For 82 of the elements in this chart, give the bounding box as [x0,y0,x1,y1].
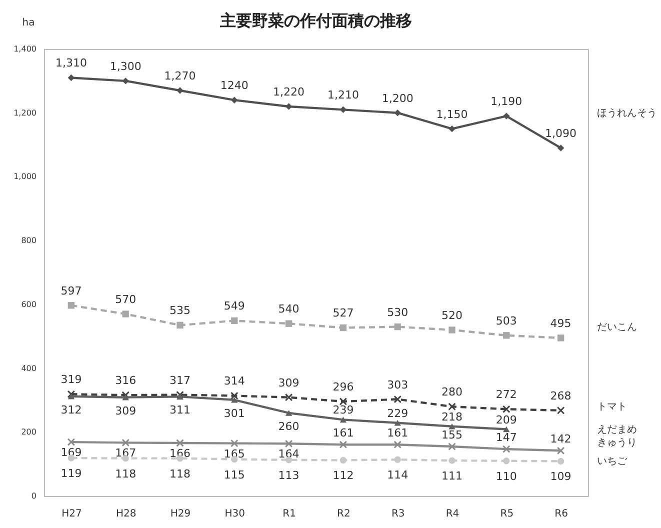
data-label: 1,200 [382,92,414,105]
data-label: 319 [60,373,82,386]
data-label: 209 [496,413,517,426]
x-tick-label: R3 [391,508,405,520]
y-tick-label: 1,400 [14,44,36,54]
data-label: 296 [332,380,354,394]
data-label: 540 [278,302,300,316]
data-label: 503 [496,314,517,328]
data-label: 520 [442,308,462,322]
data-label: 535 [170,304,190,318]
y-tick-label: 600 [21,300,36,309]
y-tick-label: 200 [21,428,36,437]
data-label: 1,220 [273,85,305,98]
data-label: 1,270 [164,70,196,83]
data-label: 597 [60,284,82,298]
text: だいこん [596,322,637,333]
data-label: 110 [496,470,517,483]
data-label: 1,310 [55,56,87,70]
data-label: 312 [60,403,82,416]
data-label: 119 [60,467,82,480]
y-tick-label: 1,000 [14,172,36,182]
y-tick-label: 800 [21,236,36,246]
data-label: 570 [115,293,136,306]
text: えだまめ [596,424,637,436]
data-label: 218 [442,410,462,424]
y-tick-label: 0 [31,492,36,500]
data-label: 316 [115,374,136,388]
text: いちご [596,456,628,468]
data-label: 1,190 [490,95,522,108]
data-label: 1,150 [436,108,468,121]
data-label: 118 [170,467,190,480]
x-tick-label: H30 [224,508,246,520]
x-tick-label: H27 [62,508,82,520]
data-label: 527 [332,306,354,320]
data-label: 1,210 [327,88,359,102]
x-tick-label: R5 [500,508,514,520]
chart-title: 主要野菜の作付面積の推移 [219,11,412,30]
data-label: 549 [224,300,245,313]
data-label: 309 [115,404,136,418]
data-label: 142 [550,432,572,446]
y-tick-label: 1,200 [14,108,36,118]
data-label: 309 [278,376,300,390]
data-label: 272 [496,388,517,402]
data-label: 161 [387,426,408,440]
data-label: 495 [550,316,572,330]
data-label: 301 [224,406,245,420]
data-label: 113 [278,468,300,482]
text: きゅうり [596,438,637,449]
x-tick-label: R1 [282,508,296,520]
data-label: 115 [224,468,245,482]
data-label: 118 [115,467,136,480]
data-label: 268 [550,389,572,402]
text: ほうれんそう [596,108,657,119]
data-label: 111 [442,470,462,483]
data-label: 112 [332,469,354,482]
data-label: 303 [387,378,408,392]
data-label: 1,300 [110,60,142,73]
y-tick-label: 400 [21,364,36,373]
data-label: 1,090 [545,126,577,140]
data-label: 114 [387,468,408,482]
data-label: 229 [387,406,408,420]
x-tick-label: R2 [337,508,350,520]
data-label: 147 [496,431,517,444]
x-tick-label: R6 [554,508,568,520]
data-label: 169 [60,446,82,460]
data-label: 317 [170,374,190,387]
data-label: 161 [332,426,354,440]
x-tick-label: H29 [170,508,191,520]
data-label: 164 [278,448,300,461]
data-label: 260 [278,420,300,433]
data-label: 314 [224,374,245,388]
data-label: 311 [170,404,190,417]
y-axis-title: ha [22,18,35,28]
text: トマト [596,401,627,412]
data-label: 239 [332,404,354,417]
x-tick-label: R4 [446,508,460,520]
x-tick-label: H28 [116,508,136,520]
data-label: 530 [387,306,408,319]
data-label: 280 [442,386,462,399]
data-label: 109 [550,470,572,484]
data-label: 1240 [220,79,248,92]
data-label: 155 [442,428,462,442]
